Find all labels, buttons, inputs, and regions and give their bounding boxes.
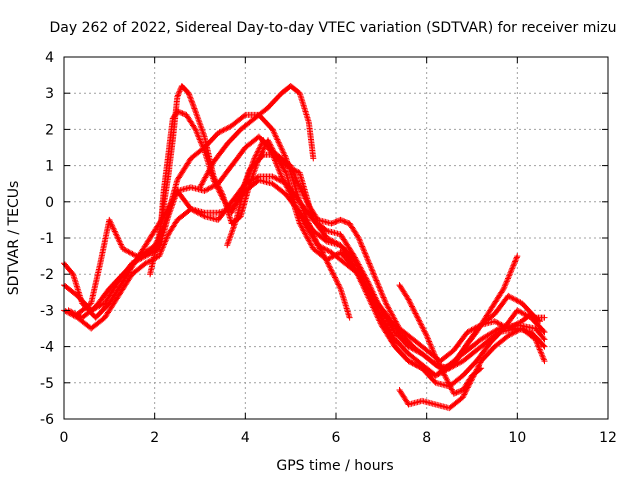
series-track-7	[197, 83, 317, 191]
y-axis-label: SDTVAR / TECUs	[6, 181, 22, 296]
y-tick-label: -3	[40, 303, 54, 319]
y-tick-label: 1	[45, 159, 54, 175]
y-tick-label: -2	[40, 267, 54, 283]
x-tick-label: 0	[60, 430, 69, 446]
x-tick-label: 10	[508, 430, 526, 446]
y-tick-label: 0	[45, 195, 54, 211]
chart-title: Day 262 of 2022, Sidereal Day-to-day VTE…	[50, 20, 617, 36]
x-tick-label: 8	[422, 430, 431, 446]
y-tick-label: 2	[45, 122, 54, 138]
x-tick-label: 4	[241, 430, 250, 446]
series-markers	[224, 137, 521, 379]
x-tick-label: 2	[150, 430, 159, 446]
y-tick-label: -5	[40, 376, 54, 392]
x-tick-label: 12	[599, 430, 617, 446]
x-tick-label: 6	[332, 430, 341, 446]
grid	[64, 57, 608, 419]
y-tick-label: -4	[40, 340, 54, 356]
y-tick-label: 3	[45, 86, 54, 102]
y-tick-label: -6	[40, 412, 54, 428]
x-axis-label: GPS time / hours	[276, 458, 393, 474]
series-track-8	[224, 137, 521, 379]
y-tick-label: -1	[40, 231, 54, 247]
series-markers	[396, 325, 548, 412]
tick-marks	[63, 56, 609, 420]
series-markers	[197, 83, 317, 191]
series-track-10	[396, 325, 548, 412]
y-tick-label: 4	[45, 50, 54, 66]
